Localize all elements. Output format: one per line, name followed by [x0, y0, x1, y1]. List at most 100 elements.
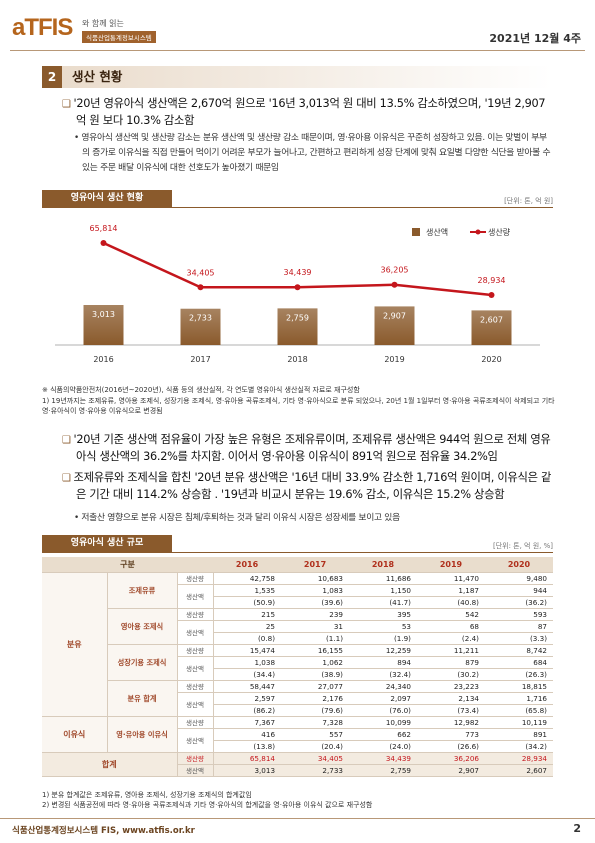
table-title-rule	[42, 552, 553, 553]
table-cell: (39.6)	[281, 596, 349, 609]
item-label: 조제유류	[107, 572, 178, 609]
column-header: 2016	[213, 557, 282, 573]
column-header: 2017	[281, 557, 349, 573]
table-cell: (13.8)	[213, 740, 282, 753]
table-cell: 684	[484, 656, 553, 669]
table-cell: 12,259	[349, 644, 417, 657]
table-cell: (2.4)	[416, 632, 485, 645]
bar	[83, 305, 124, 345]
table-note: 2) 변경된 식품공전에 따라 영·유아용 곡류조제식과 기타 영·유아식의 합…	[42, 801, 373, 809]
item-label: 영아용 조제식	[107, 608, 178, 645]
header-rule	[10, 50, 585, 51]
table-cell: (30.2)	[416, 668, 485, 681]
table-cell: (32.4)	[349, 668, 417, 681]
table-title: 영유아식 생산 규모	[42, 535, 172, 552]
measure-label: 생산액	[177, 692, 214, 717]
table-cell: 3,013	[213, 764, 282, 777]
table-cell: 15,474	[213, 644, 282, 657]
table-cell: (41.7)	[349, 596, 417, 609]
table-row: 분유 조제유류 생산량 42,758 10,683 11,686 11,470 9,480	[42, 572, 553, 717]
section-number: 2	[42, 66, 62, 88]
measure-label: 생산액	[177, 728, 214, 753]
table-cell: 395	[349, 608, 417, 621]
page-number: 2	[573, 822, 581, 835]
table-cell: 18,815	[484, 680, 553, 693]
table-cell: 2,759	[349, 764, 417, 777]
group-label: 분유	[42, 572, 108, 717]
x-tick-label: 2017	[190, 355, 210, 364]
line-point	[488, 292, 495, 298]
table-row: 성장기용 조제식 생산량 15,474 16,155 12,259 11,211 8,742	[42, 644, 553, 681]
table-cell: 10,683	[281, 572, 349, 585]
table-cell: 87	[484, 620, 553, 633]
table-cell: (34.4)	[213, 668, 282, 681]
table-cell: 239	[281, 608, 349, 621]
table-cell: 16,155	[281, 644, 349, 657]
measure-label: 생산량	[177, 680, 214, 693]
legend-label: 생산량	[488, 227, 511, 237]
table-cell: 2,097	[349, 692, 417, 705]
bullet: 조제유류와 조제식을 합친 '20년 분유 생산액은 '16년 대비 33.9%…	[62, 470, 552, 503]
column-header: 2020	[484, 557, 553, 573]
table-unit: [단위: 톤, 억 원, %]	[492, 542, 553, 550]
x-tick-label: 2020	[481, 355, 501, 364]
section-title: 생산 현황	[62, 66, 552, 88]
table-cell: 215	[213, 608, 282, 621]
line-point	[294, 284, 301, 291]
x-tick-label: 2016	[93, 355, 113, 364]
table-cell: 34,439	[349, 752, 417, 765]
table-cell: 10,119	[484, 716, 553, 729]
table-cell: 1,062	[281, 656, 349, 669]
tagline: 와 함께 읽는	[82, 19, 124, 28]
bar	[471, 310, 512, 345]
column-header: 2019	[416, 557, 485, 573]
table-cell: 7,367	[213, 716, 282, 729]
table-cell: 1,716	[484, 692, 553, 705]
table-cell: 11,211	[416, 644, 485, 657]
table-cell: (24.0)	[349, 740, 417, 753]
line-label: 28,934	[478, 276, 506, 285]
table-cell: (26.3)	[484, 668, 553, 681]
legend-swatch	[412, 228, 420, 236]
table-cell: (1.1)	[281, 632, 349, 645]
measure-label: 생산량	[177, 716, 214, 729]
table-cell: 557	[281, 728, 349, 741]
chart-title-rule	[42, 207, 553, 208]
table-row: 생산액 2,597 2,176 2,097 2,134 1,716	[42, 692, 553, 717]
chart-note: ※ 식품의약품안전처(2016년~2020년), 식품 등의 생산실적, 각 연…	[42, 386, 360, 394]
table-row: 영아용 조제식 생산량 215 239 395 542 593	[42, 608, 553, 645]
table-cell: 2,907	[416, 764, 485, 777]
table-cell: (86.2)	[213, 704, 282, 717]
table-row: (34.4) (38.9) (32.4) (30.2) (26.3)	[42, 668, 553, 681]
table-cell: 2,597	[213, 692, 282, 705]
table-cell: 42,758	[213, 572, 282, 585]
chart-title: 영유아식 생산 현황	[42, 190, 172, 207]
table-cell: (65.8)	[484, 704, 553, 717]
measure-label: 생산량	[177, 644, 214, 657]
table-cell: 944	[484, 584, 553, 597]
measure-label: 생산액	[177, 764, 214, 777]
table-cell: 1,038	[213, 656, 282, 669]
table-cell: 11,686	[349, 572, 417, 585]
production-table: 구분 2016 2017 2018 2019 2020 분유 조제유류 생산량 42,758 10,…	[42, 557, 553, 777]
table-cell: 65,814	[213, 752, 282, 765]
table-row: (86.2) (79.6) (76.0) (73.4) (65.8)	[42, 704, 553, 717]
table-cell: 36,206	[416, 752, 485, 765]
table-cell: 11,470	[416, 572, 485, 585]
bullet: '20년 기준 생산액 점유율이 가장 높은 유형은 조제유류이며, 조제유류 …	[62, 432, 552, 465]
table-row: 생산액 1,535 1,083 1,150 1,187 944	[42, 584, 553, 609]
table-cell: 53	[349, 620, 417, 633]
system-name: 식품산업통계정보시스템	[82, 31, 156, 43]
bar	[374, 306, 415, 345]
table-note: 1) 분유 합계값은 조제유류, 영아용 조제식, 성장기용 조제식의 합계값임	[42, 791, 252, 799]
measure-label: 생산액	[177, 620, 214, 645]
chart-unit: [단위: 톤, 억 원]	[504, 197, 553, 205]
table-cell: (79.6)	[281, 704, 349, 717]
table-cell: (1.9)	[349, 632, 417, 645]
table-row: 이유식 영·유아용 이유식 생산량 7,367 7,328 10,099 12,982 10,…	[42, 716, 553, 753]
bar-label: 3,013	[92, 310, 115, 319]
table-cell: 34,405	[281, 752, 349, 765]
table-cell: 662	[349, 728, 417, 741]
chart-note: 1) 19년까지는 조제유류, 영아용 조제식, 성장기용 조제식, 영·유아용…	[42, 397, 555, 415]
